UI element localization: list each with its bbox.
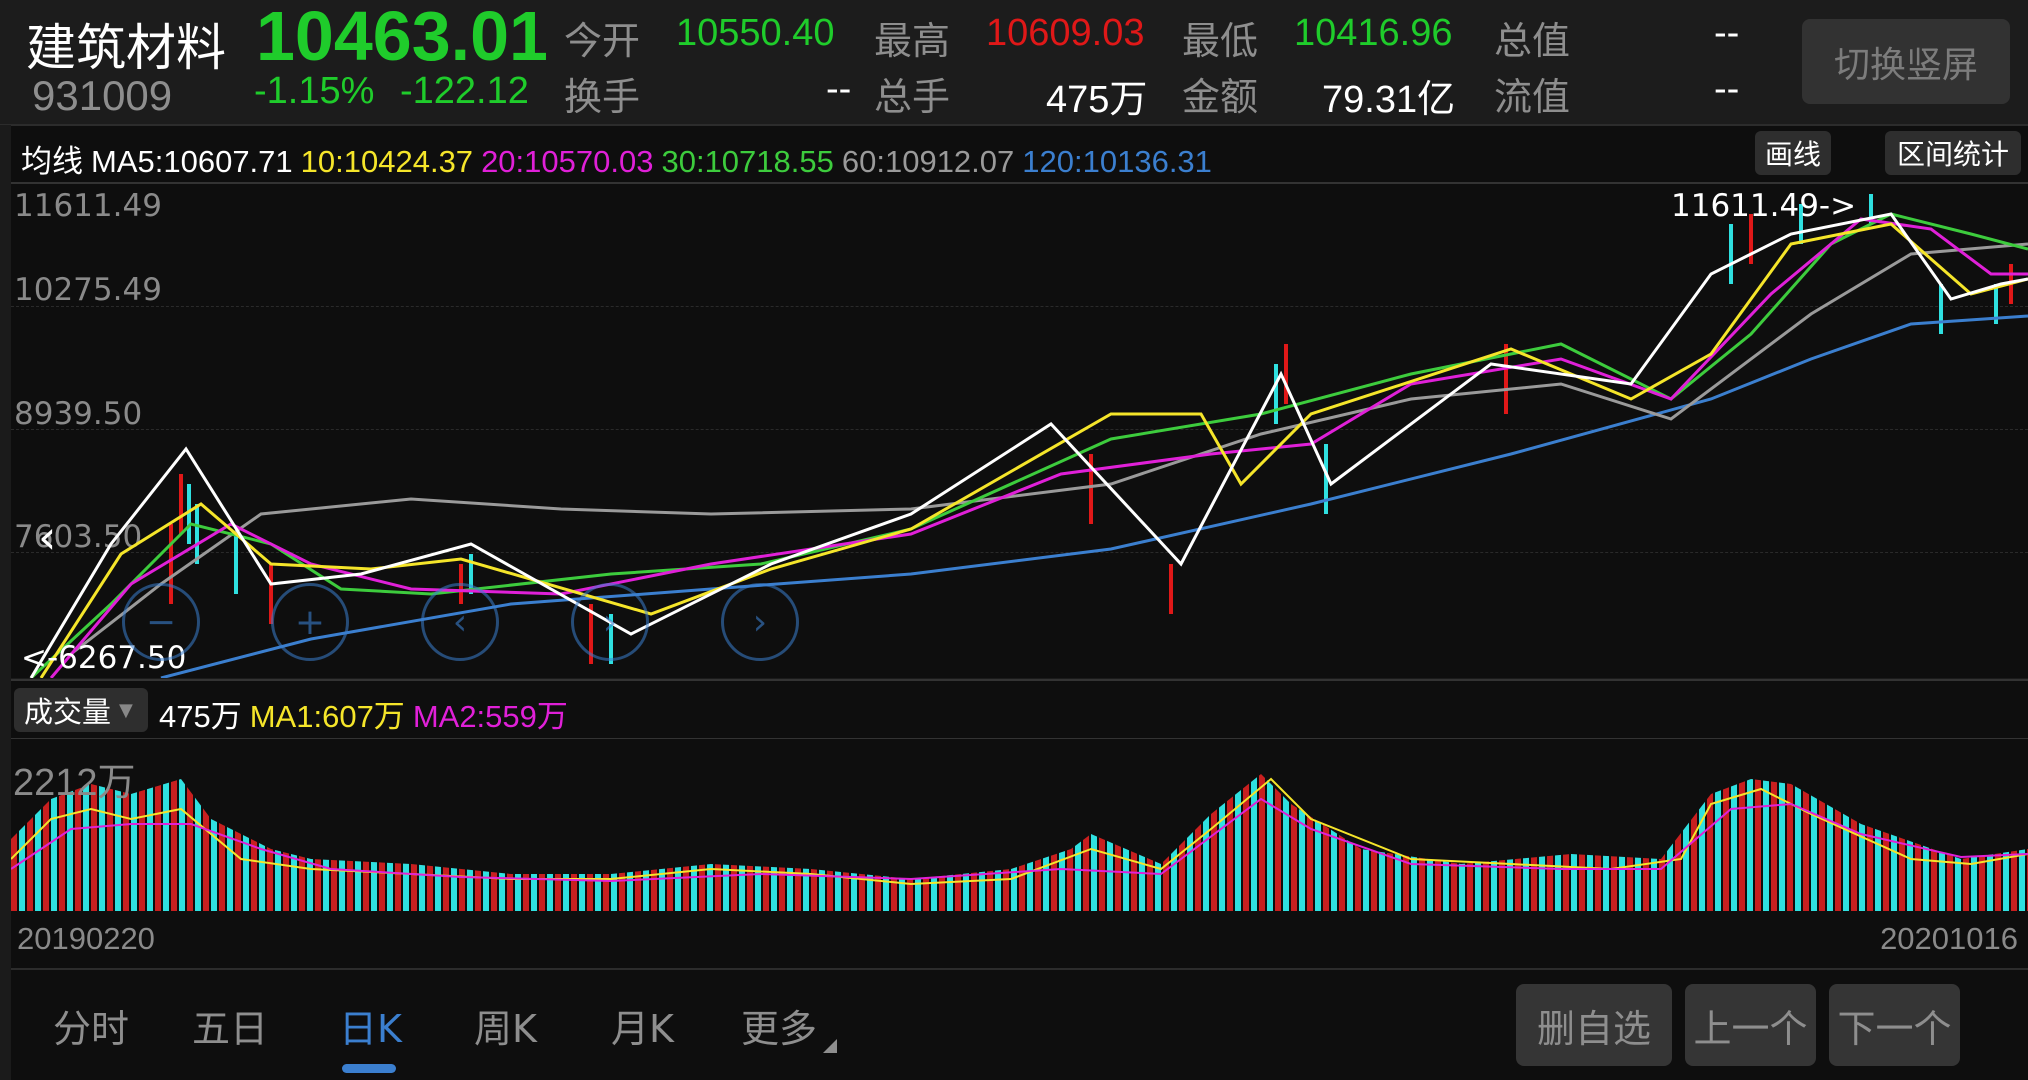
y-axis-label: 8939.50 [14, 396, 143, 432]
stat-label-low: 最低 [1182, 19, 1259, 63]
tab-daily-k[interactable]: 日K [339, 1007, 402, 1051]
volume-header: 成交量 ▼ 475万 MA1:607万 MA2:559万 [11, 679, 2028, 740]
volume-current: 475万 [159, 699, 242, 734]
draw-line-button[interactable]: 画线 [1755, 131, 1831, 175]
date-axis: 20190220 20201016 [11, 911, 2028, 970]
stat-value-high: 10609.03 [986, 12, 1145, 54]
dropdown-triangle-icon: ▼ [119, 699, 133, 721]
stat-value-turnover: -- [826, 68, 852, 110]
ma10-line [39, 222, 2028, 678]
index-name: 建筑材料 [26, 19, 226, 77]
stat-value-amount: 79.31亿 [1322, 79, 1456, 121]
last-price: 10463.01 [256, 0, 548, 75]
volume-chart[interactable]: 2212万 [11, 739, 2028, 911]
volume-max-label: 2212万 [13, 762, 136, 804]
active-tab-indicator [342, 1064, 396, 1073]
stat-value-low: 10416.96 [1294, 12, 1453, 54]
stat-value-total-volume: 475万 [1046, 79, 1148, 121]
range-stats-button[interactable]: 区间统计 [1885, 131, 2021, 175]
ma120-value: 120:10136.31 [1022, 144, 1212, 179]
stat-value-open: 10550.40 [676, 12, 835, 54]
tab-five-day[interactable]: 五日 [192, 1007, 269, 1051]
ma5-line [29, 212, 2028, 678]
zoom-out-button[interactable]: − [122, 583, 200, 661]
grid-line [11, 306, 2028, 307]
bottom-nav: 分时 五日 日K 周K 月K 更多 删自选 上一个 下一个 [11, 970, 2028, 1080]
stat-label-total-volume: 总手 [874, 75, 951, 119]
quote-header: 建筑材料 931009 10463.01 -1.15% -122.12 今开 1… [0, 0, 2028, 126]
scroll-right-button[interactable]: › [571, 583, 649, 661]
chevron-left-icon[interactable]: ‹ [38, 510, 57, 564]
next-button[interactable]: 下一个 [1829, 984, 1960, 1066]
max-price-annotation: 11611.49-> [1671, 188, 1857, 224]
indicator-selector-label: 成交量 [24, 695, 112, 729]
stat-label-turnover: 换手 [564, 75, 641, 119]
indicator-selector[interactable]: 成交量 ▼ [14, 688, 148, 732]
start-date: 20190220 [17, 921, 155, 956]
volume-ma1: MA1:607万 [249, 699, 405, 734]
end-date: 20201016 [1880, 921, 2018, 956]
y-axis-label: 11611.49 [14, 188, 162, 224]
tab-more[interactable]: 更多 [741, 1007, 818, 1051]
volume-ma1-line [11, 777, 2028, 886]
ma20-value: 20:10570.03 [481, 144, 654, 179]
previous-button[interactable]: 上一个 [1685, 984, 1816, 1066]
y-axis-label: 7603.50 [14, 519, 143, 555]
scroll-left-button[interactable]: ‹ [421, 583, 499, 661]
scroll-end-button[interactable]: › [721, 583, 799, 661]
index-code: 931009 [32, 72, 173, 119]
stat-label-high: 最高 [874, 19, 951, 63]
volume-ma2-line [11, 797, 2028, 883]
stat-label-total-value: 总值 [1494, 19, 1571, 63]
ma-legend-bar: 均线 MA5:10607.71 10:10424.37 20:10570.03 30:1… [11, 126, 2028, 184]
volume-bars [11, 774, 2028, 911]
change-amount: -122.12 [400, 70, 529, 112]
remove-watchlist-button[interactable]: 删自选 [1516, 984, 1672, 1066]
volume-legend: 475万 MA1:607万 MA2:559万 [159, 691, 576, 736]
grid-line [11, 429, 2028, 430]
stat-value-float-value: -- [1714, 68, 1740, 110]
volume-plot [11, 774, 2028, 911]
left-edge [0, 125, 11, 1080]
stat-value-total-value: -- [1714, 12, 1740, 54]
stat-label-amount: 金额 [1182, 75, 1259, 119]
ma60-line [70, 242, 2028, 656]
tab-monthly-k[interactable]: 月K [611, 1007, 674, 1051]
y-axis-label: 10275.49 [14, 272, 162, 308]
stat-label-open: 今开 [564, 19, 641, 63]
ma-legend: 均线 MA5:10607.71 10:10424.37 20:10570.03 30:1… [21, 136, 1220, 181]
switch-portrait-button[interactable]: 切换竖屏 [1802, 19, 2010, 104]
change-percent: -1.15% [254, 70, 375, 112]
volume-ma2: MA2:559万 [412, 699, 568, 734]
grid-line [11, 552, 2028, 553]
ma10-value: 10:10424.37 [300, 144, 474, 179]
zoom-in-button[interactable]: + [271, 583, 349, 661]
ma20-line [49, 217, 2028, 678]
ma30-value: 30:10718.55 [661, 144, 834, 179]
ma60-value: 60:10912.07 [841, 144, 1015, 179]
ma-label: 均线 [21, 144, 83, 179]
more-triangle-icon [823, 1039, 837, 1053]
tab-intraday[interactable]: 分时 [53, 1007, 130, 1051]
stat-label-float-value: 流值 [1494, 75, 1571, 119]
ma5-value: MA5:10607.71 [91, 144, 293, 179]
tab-weekly-k[interactable]: 周K [474, 1007, 537, 1051]
kline-chart[interactable]: 11611.49 10275.49 8939.50 7603.50 [11, 184, 2028, 678]
